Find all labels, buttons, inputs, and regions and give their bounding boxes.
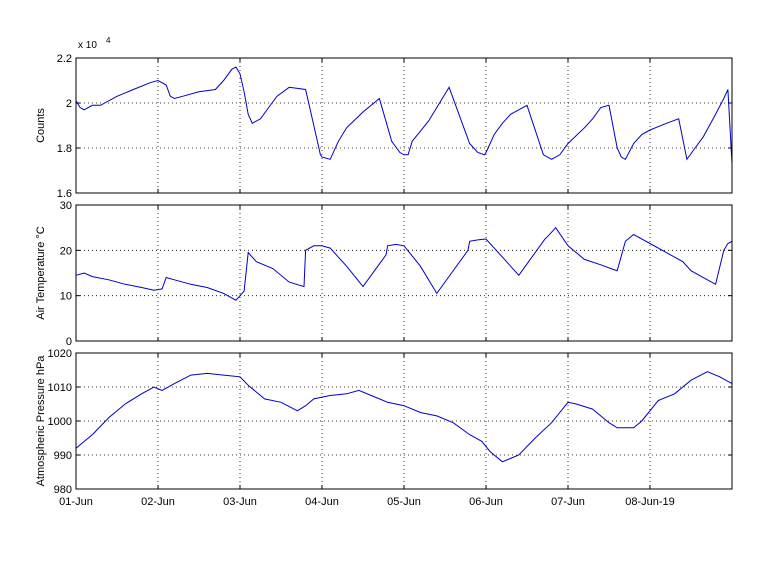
y-tick-label: 0 xyxy=(66,336,72,348)
chart-panel-1: 1.6 1.8 2 2.2 Counts x 10 4 xyxy=(35,36,733,200)
y-tick-label: 30 xyxy=(60,200,72,212)
x-tick-label: 04-Jun xyxy=(305,496,339,508)
x-tick-label: 07-Jun xyxy=(551,496,585,508)
series-line-1 xyxy=(75,226,733,301)
x-tick-label: 02-Jun xyxy=(141,496,175,508)
y-tick-label: 10 xyxy=(60,291,72,303)
y-tick-label: 2.2 xyxy=(57,53,72,65)
y-tick-label: 1010 xyxy=(48,382,72,394)
x-tick-label: 03-Jun xyxy=(223,496,257,508)
y-tick-label: 1000 xyxy=(48,416,72,428)
y-tick-label: 990 xyxy=(54,450,72,462)
x-tick-label: 05-Jun xyxy=(387,496,421,508)
series-line-1 xyxy=(75,371,733,463)
y-axis-label: Atmospheric Pressure hPa xyxy=(35,355,47,487)
y-axis-label: Air Temperature °C xyxy=(35,226,47,320)
y-exponent-label: x 10 xyxy=(78,40,97,51)
x-tick-label: 06-Jun xyxy=(469,496,503,508)
y-tick-label: 980 xyxy=(54,484,72,496)
y-axis-label: Counts xyxy=(35,108,47,143)
y-exponent-power: 4 xyxy=(106,36,111,45)
y-tick-label: 1.6 xyxy=(57,188,72,200)
y-tick-label: 1020 xyxy=(48,348,72,360)
chart-panel-2: 0 10 20 30 Air Temperature °C xyxy=(35,200,733,348)
x-tick-label: 08-Jun-19 xyxy=(625,496,675,508)
x-tick-label: 01-Jun xyxy=(59,496,93,508)
series-line-1 xyxy=(75,66,733,164)
y-tick-label: 2 xyxy=(66,98,72,110)
y-tick-label: 1.8 xyxy=(57,143,72,155)
chart-panel-3: 980 990 1000 1010 1020 01-Jun 02-Jun 03-Jun 04-J… xyxy=(35,348,733,508)
y-tick-label: 20 xyxy=(60,245,72,257)
